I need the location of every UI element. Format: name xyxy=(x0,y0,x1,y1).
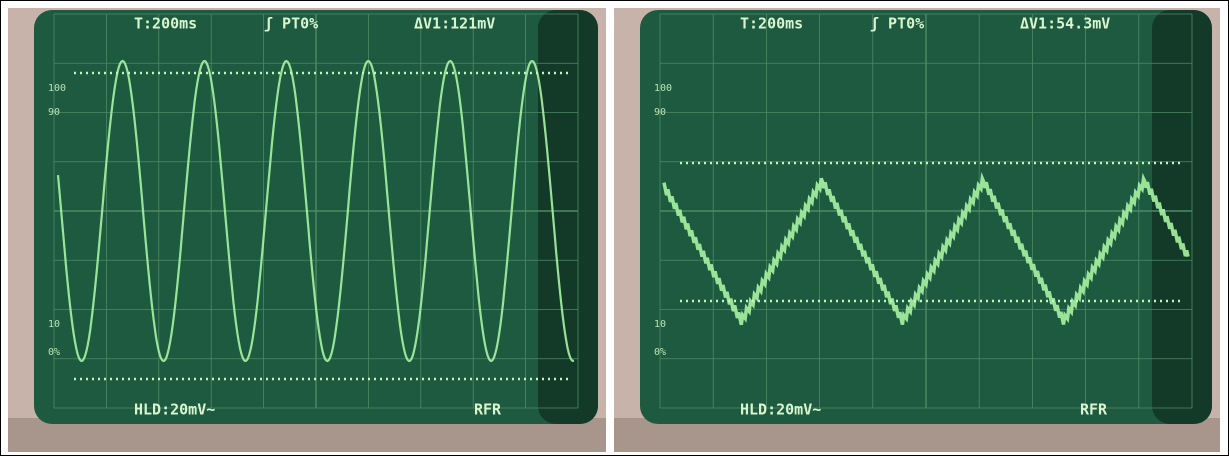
delta-voltage: ΔV1:121mV xyxy=(414,15,495,33)
scale-label: 100 xyxy=(654,83,672,94)
timebase: T:200ms xyxy=(740,15,803,33)
scale-label: 100 xyxy=(48,83,66,94)
screen-shade xyxy=(1152,10,1212,424)
hold-setting: HLD:20mV~ xyxy=(134,401,215,419)
scale-label: 10 xyxy=(48,319,60,330)
scope-photo: T:200ms ʃ PT0% ΔV1:54.3mV 100 90 10 0% HLD:20mV… xyxy=(614,8,1220,452)
delta-voltage: ΔV1:54.3mV xyxy=(1020,15,1110,33)
hold-setting: HLD:20mV~ xyxy=(740,401,821,419)
page: T:200ms ʃ PT0% ΔV1:121mV 100 90 10 0% HLD:20mV~… xyxy=(0,0,1229,456)
scale-label: 0% xyxy=(654,347,666,358)
scale-label: 0% xyxy=(48,347,60,358)
scale-label: 90 xyxy=(654,107,666,118)
scope-photo: T:200ms ʃ PT0% ΔV1:121mV 100 90 10 0% HLD:20mV~… xyxy=(8,8,606,452)
trigger: ʃ PT0% xyxy=(870,15,924,33)
mode: RFR xyxy=(474,401,502,419)
timebase: T:200ms xyxy=(134,15,197,33)
mode: RFR xyxy=(1080,401,1108,419)
scale-label: 10 xyxy=(654,319,666,330)
scale-label: 90 xyxy=(48,107,60,118)
trigger: ʃ PT0% xyxy=(264,15,318,33)
